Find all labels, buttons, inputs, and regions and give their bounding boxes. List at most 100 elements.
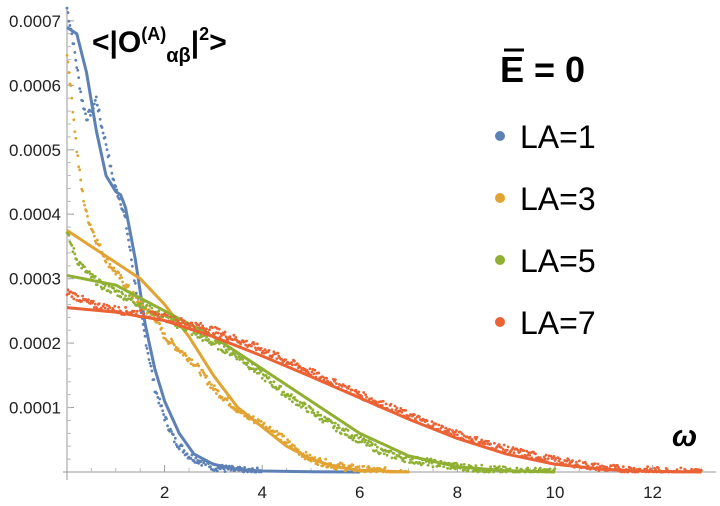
data-point xyxy=(83,265,86,269)
data-point xyxy=(144,344,148,347)
data-point xyxy=(632,466,636,470)
data-point xyxy=(186,359,190,363)
data-point xyxy=(127,238,130,242)
data-point xyxy=(82,199,85,203)
data-point xyxy=(91,230,95,234)
data-point xyxy=(134,291,138,295)
data-point xyxy=(139,308,143,312)
data-point xyxy=(575,460,578,464)
data-point xyxy=(303,457,307,461)
data-point xyxy=(526,466,530,470)
data-point xyxy=(333,421,337,425)
data-point xyxy=(506,445,510,449)
data-point xyxy=(419,463,423,467)
data-point xyxy=(161,409,165,413)
data-point xyxy=(81,294,85,298)
data-point xyxy=(138,302,142,306)
data-point xyxy=(288,440,291,444)
data-point xyxy=(113,269,117,273)
ebar-annotation: E = 0 xyxy=(500,49,585,90)
data-point xyxy=(176,347,180,351)
data-point xyxy=(77,165,81,169)
data-point xyxy=(140,306,144,309)
data-point xyxy=(79,178,83,182)
data-point xyxy=(313,456,317,459)
data-point xyxy=(255,371,259,375)
data-point xyxy=(370,397,373,400)
data-point xyxy=(512,451,516,455)
data-point xyxy=(527,451,531,455)
data-point xyxy=(295,399,299,403)
data-point xyxy=(364,393,368,397)
data-point xyxy=(365,443,369,447)
data-point xyxy=(92,234,96,238)
y-tick-label: 0.0001 xyxy=(9,399,61,418)
data-point xyxy=(552,455,556,458)
data-point xyxy=(70,244,74,247)
data-point xyxy=(98,243,102,247)
legend-label: LA=3 xyxy=(520,181,596,217)
data-point xyxy=(403,460,407,464)
legend-marker xyxy=(495,317,505,327)
data-point xyxy=(184,328,188,332)
data-point xyxy=(282,434,286,438)
data-point xyxy=(148,361,152,365)
data-point xyxy=(534,466,537,470)
data-point xyxy=(333,378,337,382)
title-open: <|O xyxy=(92,26,141,59)
data-point xyxy=(291,400,294,404)
data-point xyxy=(108,306,112,310)
data-point xyxy=(349,436,353,440)
data-point xyxy=(92,102,96,106)
data-point xyxy=(291,363,294,367)
data-point xyxy=(174,345,178,349)
data-point xyxy=(292,444,296,448)
data-point xyxy=(130,258,133,262)
data-point xyxy=(67,233,71,237)
legend: LA=1 LA=3 LA=5 LA=7 xyxy=(495,119,596,341)
x-tick-label: 10 xyxy=(546,483,565,502)
data-point xyxy=(553,467,557,471)
data-point xyxy=(220,395,224,399)
data-point xyxy=(169,341,172,345)
data-point xyxy=(71,250,75,254)
data-point xyxy=(371,442,374,446)
data-point xyxy=(583,460,587,464)
data-point xyxy=(172,315,176,319)
data-point xyxy=(593,462,597,466)
x-tick-label: 8 xyxy=(453,483,462,502)
data-point xyxy=(333,424,336,428)
data-point xyxy=(145,303,149,307)
data-point xyxy=(66,11,70,15)
data-point xyxy=(312,372,316,376)
data-point xyxy=(158,322,162,326)
data-point xyxy=(118,197,122,201)
data-point xyxy=(381,399,385,403)
data-point xyxy=(366,441,369,445)
data-point xyxy=(207,338,210,341)
data-point xyxy=(228,335,232,339)
data-point xyxy=(73,130,77,134)
data-point xyxy=(228,402,232,406)
data-point xyxy=(160,326,164,330)
data-point xyxy=(515,466,519,470)
data-point xyxy=(171,433,175,437)
data-point xyxy=(128,245,131,249)
data-point xyxy=(95,238,99,242)
fit-curve xyxy=(66,26,360,474)
data-point xyxy=(280,432,284,436)
data-point xyxy=(375,445,379,449)
data-point xyxy=(499,446,503,449)
data-point xyxy=(182,449,186,452)
data-point xyxy=(304,450,308,454)
data-point xyxy=(73,252,77,256)
data-point xyxy=(522,449,526,453)
data-point xyxy=(157,309,161,313)
data-point xyxy=(404,409,408,412)
data-point xyxy=(303,402,307,406)
data-point xyxy=(466,468,470,472)
data-point xyxy=(183,352,187,355)
data-point xyxy=(133,281,137,285)
data-point xyxy=(217,327,221,331)
data-point xyxy=(89,113,92,117)
